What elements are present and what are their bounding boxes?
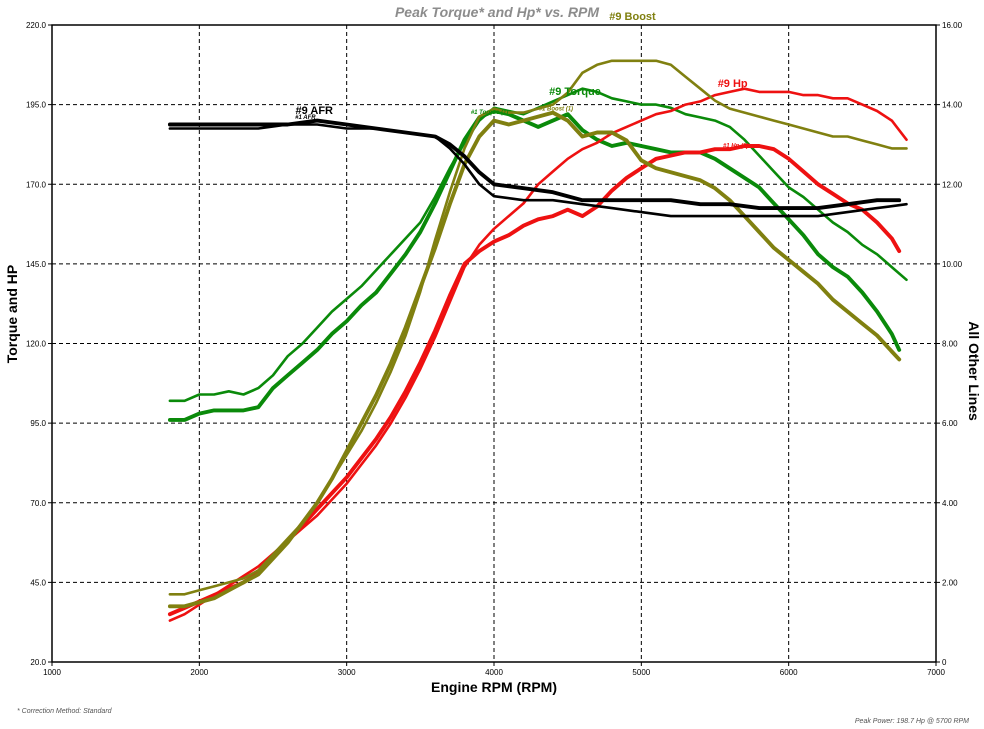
annotation-9-hp: #9 Hp [718,78,748,90]
x-axis-title: Engine RPM (RPM) [431,679,557,695]
x-tick-labels: 1000 2000 3000 4000 5000 6000 7000 [43,662,945,677]
annotation-1-torque-1: #1 Torque (1) [471,110,508,116]
left-tick-label: 95.0 [30,419,46,428]
right-tick-label: 14.00 [942,101,963,110]
x-tick-label: 5000 [632,668,650,677]
x-tick-label: 6000 [780,668,798,677]
right-axis-title: All Other Lines [966,321,982,421]
left-axis-title: Torque and HP [4,265,20,364]
left-tick-label: 120.0 [26,340,47,349]
annotation-1-boost-1: #1 Boost (1) [539,106,573,112]
right-tick-labels: 0 2.00 4.00 6.00 8.00 10.00 12.00 14.00 16.00 [936,21,963,667]
left-tick-label: 20.0 [30,658,46,667]
annotation-1-hp-1: #1 Hp (1) [723,144,748,150]
series-line-9-torque [167,109,902,422]
right-tick-label: 6.00 [942,419,958,428]
right-tick-label: 2.00 [942,578,958,587]
series-line-1-boost [167,110,902,609]
x-tick-label: 4000 [485,668,503,677]
right-tick-label: 16.00 [942,21,963,30]
x-tick-label: 1000 [43,668,61,677]
x-tick-label: 2000 [190,668,208,677]
right-tick-label: 12.00 [942,180,963,189]
chart-title: Peak Torque* and Hp* vs. RPM [395,4,599,20]
series-line-1-afr [168,123,908,218]
series-line-9-afr [167,118,902,211]
left-tick-label: 195.0 [26,101,47,110]
annotation-1-afr: #1 AFR [295,115,316,121]
left-tick-label: 70.0 [30,499,46,508]
annotation-9-boost: #9 Boost [609,11,656,23]
x-tick-label: 7000 [927,668,945,677]
grid-lines [52,25,936,662]
left-tick-label: 45.0 [30,578,46,587]
left-tick-label: 170.0 [26,180,47,189]
annotation-9-afr: #9 AFR [296,105,334,117]
series-lines [167,59,908,622]
left-tick-labels: 20.0 45.0 70.0 95.0 120.0 145.0 170.0 195.0 220.… [26,21,52,667]
peak-power-note: Peak Power: 198.7 Hp @ 5700 RPM [855,718,969,725]
right-tick-label: 0 [942,658,947,667]
series-annotations: #9 Torque #9 Boost #9 Hp #9 AFR #1 Torque (1… [295,11,748,149]
annotation-9-torque: #9 Torque [549,86,601,98]
x-tick-label: 3000 [338,668,356,677]
left-tick-label: 145.0 [26,260,47,269]
right-tick-label: 8.00 [942,340,958,349]
left-tick-label: 220.0 [26,21,47,30]
correction-method-note: * Correction Method: Standard [17,708,113,715]
right-tick-label: 4.00 [942,499,958,508]
right-tick-label: 10.00 [942,260,963,269]
